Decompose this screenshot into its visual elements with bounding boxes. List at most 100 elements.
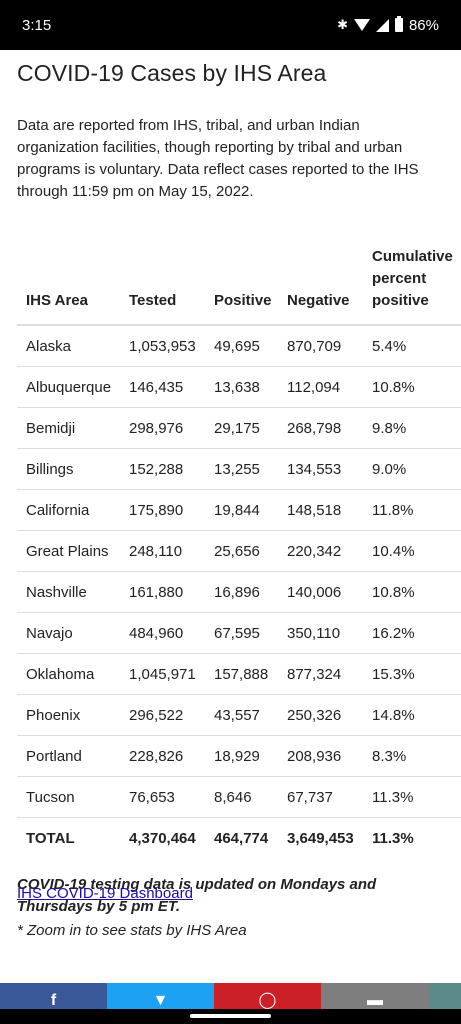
twitter-icon: ▼ [152,992,169,1009]
cell-negative: 220,342 [278,530,363,572]
cell-positive: 19,844 [205,489,278,531]
table-row: Alaska 1,053,953 49,695 870,709 5.4% [17,325,461,367]
status-bar: 3:15 ✱ 86% [0,0,461,50]
table-row: Phoenix 296,522 43,557 250,326 14.8% [17,694,461,736]
share-bar: f ▼ ◯ ▬ [0,983,461,1009]
facebook-icon: f [50,992,57,1009]
table-row: Portland 228,826 18,929 208,936 8.3% [17,735,461,777]
cell-area: Nashville [17,571,120,613]
more-share-button[interactable] [429,983,461,1009]
cell-tested: 484,960 [120,612,205,654]
cell-percent: 16.2% [363,612,461,654]
cell-tested: 298,976 [120,407,205,449]
cell-tested: 228,826 [120,735,205,777]
cell-percent: 11.3% [363,776,461,818]
cell-positive: 29,175 [205,407,278,449]
cell-positive: 25,656 [205,530,278,572]
cell-tested: 1,045,971 [120,653,205,695]
cell-negative: 67,737 [278,776,363,818]
wifi-icon [353,19,370,31]
cell-percent: 9.8% [363,407,461,449]
header-ihs-area: IHS Area [17,246,120,326]
cell-percent: 5.4% [363,325,461,367]
cell-positive: 157,888 [205,653,278,695]
cell-percent: 10.8% [363,571,461,613]
status-icons: ✱ 86% [337,16,439,34]
total-negative: 3,649,453 [287,829,354,847]
cell-area: Oklahoma [17,653,120,695]
total-label: TOTAL [26,829,75,847]
pinterest-share-button[interactable]: ◯ [214,983,321,1009]
table-row: Nashville 161,880 16,896 140,006 10.8% [17,571,461,613]
cell-percent: 15.3% [363,653,461,695]
header-tested: Tested [120,246,205,326]
email-icon: ▬ [367,992,383,1009]
table-row: Oklahoma 1,045,971 157,888 877,324 15.3% [17,653,461,695]
cell-percent: 10.4% [363,530,461,572]
table-header-row: IHS Area Tested Positive Negative Cumula… [17,246,461,326]
cell-tested: 152,288 [120,448,205,490]
cell-tested: 1,053,953 [120,325,205,367]
cell-negative: 877,324 [278,653,363,695]
cell-area: California [17,489,120,531]
cell-negative: 350,110 [278,612,363,654]
table-row: Albuquerque 146,435 13,638 112,094 10.8% [17,366,461,408]
cell-area: Alaska [17,325,120,367]
cell-negative: 134,553 [278,448,363,490]
dashboard-link[interactable]: IHS COVID-19 Dashboard [17,885,193,902]
navigation-bar [0,1009,461,1024]
cell-percent: 9.0% [363,448,461,490]
table-row: Great Plains 248,110 25,656 220,342 10.4… [17,530,461,572]
cell-area: Albuquerque [17,366,120,408]
cell-area: Phoenix [17,694,120,736]
cell-percent: 14.8% [363,694,461,736]
cell-percent: 8.3% [363,735,461,777]
table-row: Tucson 76,653 8,646 67,737 11.3% [17,776,461,818]
cell-negative: 140,006 [278,571,363,613]
update-note: COVID-19 testing data is updated on Mond… [17,876,377,915]
cell-tested: 248,110 [120,530,205,572]
status-time: 3:15 [22,16,52,34]
cell-positive: 43,557 [205,694,278,736]
cell-negative: 208,936 [278,735,363,777]
cell-negative: 268,798 [278,407,363,449]
battery-icon [394,16,403,32]
cell-area: Navajo [17,612,120,654]
cell-area: Billings [17,448,120,490]
cell-tested: 175,890 [120,489,205,531]
table-total-row: TOTAL 4,370,464 464,774 3,649,453 11.3% [17,818,461,859]
table-row: Navajo 484,960 67,595 350,110 16.2% [17,612,461,654]
signal-icon [375,18,389,32]
total-percent: 11.3% [372,829,414,847]
cell-area: Great Plains [17,530,120,572]
home-gesture-handle[interactable] [190,1014,271,1018]
header-negative: Negative [278,246,363,326]
cell-positive: 8,646 [205,776,278,818]
cell-percent: 10.8% [363,366,461,408]
cell-positive: 16,896 [205,571,278,613]
header-cumulative-percent: Cumulative percent positive [363,246,461,326]
total-tested: 4,370,464 [129,829,196,847]
header-positive: Positive [205,246,278,326]
table-row: Bemidji 298,976 29,175 268,798 9.8% [17,407,461,449]
cell-positive: 49,695 [205,325,278,367]
page-title: COVID-19 Cases by IHS Area [17,60,327,86]
cell-negative: 148,518 [278,489,363,531]
total-positive: 464,774 [214,829,269,847]
battery-percent: 86% [408,16,439,34]
bluetooth-icon: ✱ [337,17,348,32]
cell-tested: 146,435 [120,366,205,408]
cell-tested: 76,653 [120,776,205,818]
cell-negative: 112,094 [278,366,363,408]
pinterest-icon: ◯ [258,992,277,1009]
cell-tested: 296,522 [120,694,205,736]
facebook-share-button[interactable]: f [0,983,107,1009]
cell-negative: 870,709 [278,325,363,367]
cases-table: IHS Area Tested Positive Negative Cumula… [17,246,461,858]
intro-paragraph: Data are reported from IHS, tribal, and … [17,117,419,200]
email-share-button[interactable]: ▬ [321,983,429,1009]
cell-positive: 18,929 [205,735,278,777]
table-row: California 175,890 19,844 148,518 11.8% [17,489,461,531]
cell-area: Portland [17,735,120,777]
twitter-share-button[interactable]: ▼ [107,983,214,1009]
